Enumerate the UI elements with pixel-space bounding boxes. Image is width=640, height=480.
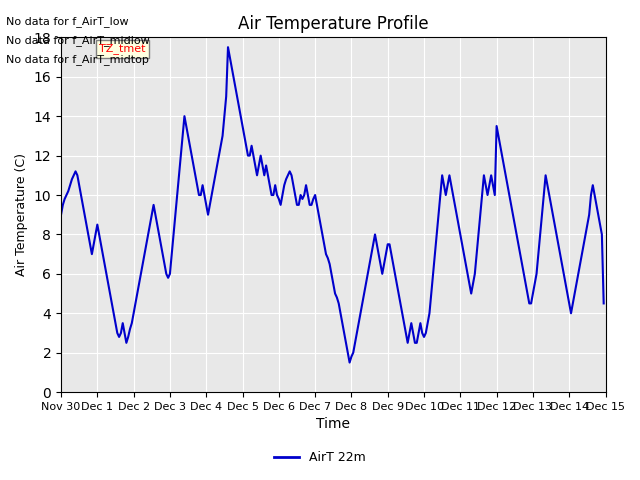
X-axis label: Time: Time: [316, 418, 350, 432]
Text: No data for f_AirT_low: No data for f_AirT_low: [6, 16, 129, 27]
Title: Air Temperature Profile: Air Temperature Profile: [238, 15, 429, 33]
Text: No data for f_AirT_midlow: No data for f_AirT_midlow: [6, 35, 150, 46]
Y-axis label: Air Temperature (C): Air Temperature (C): [15, 153, 28, 276]
Text: No data for f_AirT_midtop: No data for f_AirT_midtop: [6, 54, 149, 65]
Legend: AirT 22m: AirT 22m: [269, 446, 371, 469]
Text: TZ_tmet: TZ_tmet: [99, 44, 146, 54]
